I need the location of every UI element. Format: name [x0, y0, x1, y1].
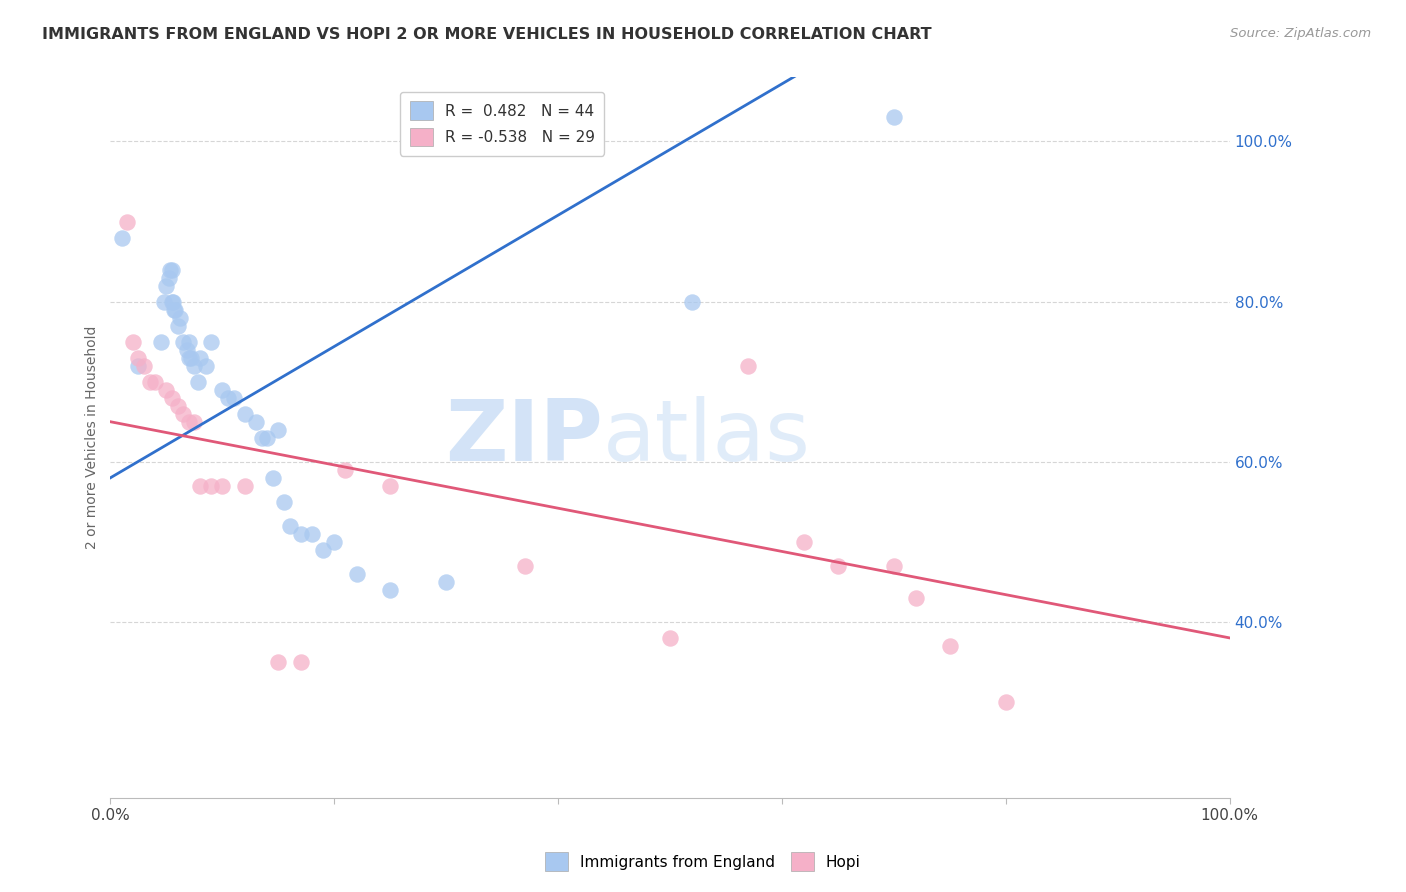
Point — [267, 655, 290, 669]
Point — [245, 415, 267, 429]
Point — [323, 534, 346, 549]
Point — [233, 407, 256, 421]
Point — [160, 294, 183, 309]
Point — [166, 318, 188, 333]
Point — [138, 375, 160, 389]
Point — [163, 302, 186, 317]
Point — [434, 574, 457, 589]
Point — [177, 415, 200, 429]
Point — [681, 294, 703, 309]
Point — [256, 431, 278, 445]
Point — [165, 302, 187, 317]
Point — [335, 463, 357, 477]
Point — [160, 262, 183, 277]
Point — [177, 351, 200, 365]
Point — [153, 294, 176, 309]
Point — [169, 310, 191, 325]
Point — [177, 334, 200, 349]
Point — [513, 558, 536, 573]
Point — [250, 431, 273, 445]
Point — [162, 294, 184, 309]
Point — [737, 359, 759, 373]
Point — [211, 479, 233, 493]
Point — [200, 334, 222, 349]
Point — [127, 359, 149, 373]
Point — [939, 639, 962, 653]
Point — [132, 359, 155, 373]
Point — [346, 566, 368, 581]
Point — [273, 495, 295, 509]
Point — [115, 214, 138, 228]
Point — [994, 695, 1017, 709]
Legend: R =  0.482   N = 44, R = -0.538   N = 29: R = 0.482 N = 44, R = -0.538 N = 29 — [401, 92, 605, 155]
Point — [194, 359, 217, 373]
Point — [380, 479, 402, 493]
Y-axis label: 2 or more Vehicles in Household: 2 or more Vehicles in Household — [86, 326, 100, 549]
Legend: Immigrants from England, Hopi: Immigrants from England, Hopi — [538, 847, 868, 877]
Text: atlas: atlas — [603, 396, 811, 479]
Point — [659, 631, 682, 645]
Point — [172, 407, 194, 421]
Point — [166, 399, 188, 413]
Point — [262, 471, 284, 485]
Text: ZIP: ZIP — [446, 396, 603, 479]
Point — [290, 655, 312, 669]
Point — [160, 391, 183, 405]
Point — [267, 423, 290, 437]
Point — [827, 558, 849, 573]
Point — [180, 351, 202, 365]
Text: IMMIGRANTS FROM ENGLAND VS HOPI 2 OR MORE VEHICLES IN HOUSEHOLD CORRELATION CHAR: IMMIGRANTS FROM ENGLAND VS HOPI 2 OR MOR… — [42, 27, 932, 42]
Point — [301, 526, 323, 541]
Point — [188, 479, 211, 493]
Point — [155, 383, 177, 397]
Point — [312, 542, 335, 557]
Point — [187, 375, 209, 389]
Point — [157, 270, 180, 285]
Point — [883, 558, 905, 573]
Point — [188, 351, 211, 365]
Point — [121, 334, 143, 349]
Point — [290, 526, 312, 541]
Point — [110, 230, 132, 244]
Point — [149, 334, 172, 349]
Point — [233, 479, 256, 493]
Point — [143, 375, 166, 389]
Point — [200, 479, 222, 493]
Point — [155, 278, 177, 293]
Point — [176, 343, 198, 357]
Point — [183, 359, 205, 373]
Point — [127, 351, 149, 365]
Point — [883, 111, 905, 125]
Point — [211, 383, 233, 397]
Point — [380, 582, 402, 597]
Point — [172, 334, 194, 349]
Point — [278, 518, 301, 533]
Point — [183, 415, 205, 429]
Text: Source: ZipAtlas.com: Source: ZipAtlas.com — [1230, 27, 1371, 40]
Point — [905, 591, 928, 605]
Point — [222, 391, 245, 405]
Point — [793, 534, 815, 549]
Point — [217, 391, 239, 405]
Point — [159, 262, 181, 277]
